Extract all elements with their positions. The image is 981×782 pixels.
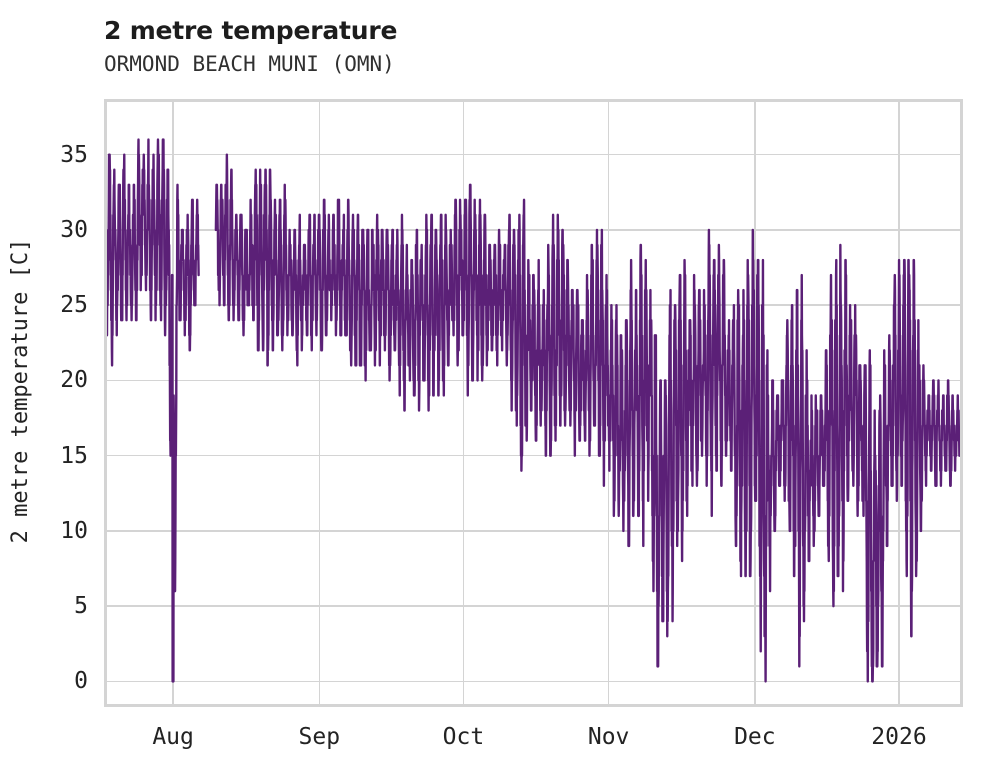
y-tick-label-10: 10 xyxy=(60,517,88,544)
series-segment-0 xyxy=(107,140,199,682)
gridline-horizontal-30 xyxy=(107,229,960,231)
gridline-horizontal-5 xyxy=(107,605,960,607)
y-tick-label-20: 20 xyxy=(60,367,88,394)
y-tick-label-5: 5 xyxy=(74,593,88,620)
x-tick-label-oct: Oct xyxy=(442,724,485,750)
gridline-horizontal-10 xyxy=(107,530,960,532)
gridline-horizontal-15 xyxy=(107,454,960,457)
temperature-series xyxy=(107,102,960,704)
y-tick-label-0: 0 xyxy=(74,668,88,695)
x-tick-label-dec: Dec xyxy=(734,724,776,750)
chart-subtitle: ORMOND BEACH MUNI (OMN) xyxy=(104,52,395,76)
x-tick-label-aug: Aug xyxy=(152,724,194,750)
gridline-vertical-oct xyxy=(462,102,465,704)
series-segment-1 xyxy=(216,155,960,682)
x-tick-label-sep: Sep xyxy=(298,724,341,750)
gridline-horizontal-20 xyxy=(107,379,960,382)
y-tick-label-35: 35 xyxy=(60,141,88,168)
x-tick-label-2026: 2026 xyxy=(871,724,927,750)
y-tick-label-25: 25 xyxy=(60,292,88,319)
y-tick-label-15: 15 xyxy=(60,442,88,469)
plot-area xyxy=(104,99,963,707)
x-tick-label-nov: Nov xyxy=(587,724,630,750)
gridline-vertical-sep xyxy=(318,102,321,704)
chart-title: 2 metre temperature xyxy=(104,16,398,45)
gridline-horizontal-0 xyxy=(107,680,960,683)
gridline-horizontal-35 xyxy=(107,153,960,156)
y-tick-label-30: 30 xyxy=(60,216,88,243)
